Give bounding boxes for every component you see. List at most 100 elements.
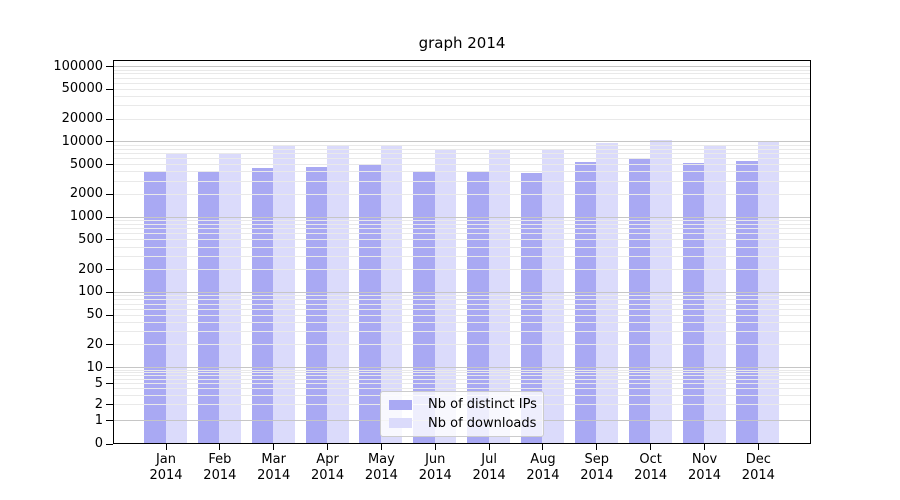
x-tick-label-line: 2014	[311, 468, 345, 483]
x-tick-label-line: 2014	[687, 468, 722, 483]
legend-label-distinct-ips: Nb of distinct IPs	[428, 397, 537, 413]
x-tick-label-line: 2014	[741, 468, 775, 483]
y-tick-mark	[106, 344, 113, 346]
legend-swatch-distinct-ips-icon	[389, 399, 412, 410]
chart-title: graph 2014	[418, 34, 506, 52]
y-tick-label: 200	[78, 261, 103, 277]
y-tick-mark	[106, 383, 113, 385]
bar-distinct-ips-oct-2014	[628, 158, 651, 444]
x-tick-label: May 2014	[349, 452, 413, 484]
y-tick-mark	[106, 239, 113, 241]
y-tick-label: 0	[94, 436, 103, 451]
x-tick-label: Feb 2014	[188, 452, 252, 484]
legend-item-downloads: Nb of downloads	[389, 415, 537, 431]
x-tick-label-line: 2014	[203, 468, 237, 483]
x-tick-label-line: Feb	[208, 452, 232, 467]
y-tick-label: 10000	[61, 133, 103, 149]
x-tick-label: Aug 2014	[511, 452, 575, 484]
x-tick-mark	[542, 444, 544, 450]
y-tick-mark	[106, 164, 113, 165]
y-tick-label: 100	[78, 284, 103, 300]
bar-distinct-ips-dec-2014	[736, 160, 758, 444]
x-tick-label: Oct 2014	[619, 452, 683, 484]
x-tick-label-line: Dec	[745, 452, 771, 467]
y-tick-label: 100000	[53, 58, 103, 74]
x-tick-mark	[219, 444, 221, 450]
y-tick-label: 20000	[61, 111, 103, 127]
x-tick-label: Dec 2014	[726, 452, 790, 484]
x-tick-label-line: Apr	[316, 452, 339, 467]
y-tick-mark	[106, 367, 113, 369]
bar-distinct-ips-jan-2014	[144, 170, 166, 444]
bar-downloads-dec-2014	[757, 141, 780, 444]
legend-label-downloads: Nb of downloads	[428, 415, 537, 431]
x-tick-mark	[650, 444, 652, 450]
x-tick-mark	[704, 444, 705, 450]
y-tick-mark	[106, 291, 113, 293]
y-tick-label: 50000	[61, 81, 103, 97]
x-tick-label-line: 2014	[149, 468, 183, 483]
bar-downloads-jan-2014	[165, 153, 187, 444]
y-tick-mark	[106, 443, 113, 445]
x-tick-mark	[757, 444, 759, 450]
y-tick-mark	[106, 420, 113, 422]
y-tick-label: 50	[86, 307, 103, 322]
x-tick-label-line: 2014	[526, 468, 560, 483]
y-tick-mark	[106, 118, 113, 120]
x-tick-label-line: 2014	[634, 468, 668, 483]
bar-distinct-ips-mar-2014	[251, 167, 274, 444]
y-tick-label: 20	[86, 336, 103, 352]
y-tick-mark	[106, 269, 113, 271]
bars-layer	[113, 60, 811, 444]
x-tick-mark	[165, 444, 167, 450]
y-tick-label: 2	[94, 396, 103, 412]
legend-item-distinct-ips: Nb of distinct IPs	[389, 397, 537, 413]
y-tick-mark	[106, 314, 113, 316]
y-tick-label: 1000	[69, 209, 103, 225]
y-tick-label: 500	[78, 231, 103, 247]
x-tick-label-line: Aug	[530, 452, 556, 467]
bar-downloads-may-2014	[380, 144, 403, 444]
x-tick-label-line: Mar	[261, 452, 286, 467]
bar-distinct-ips-may-2014	[359, 165, 381, 444]
x-tick-mark	[488, 444, 490, 450]
y-tick-mark	[106, 404, 113, 406]
x-tick-label: Jun 2014	[403, 452, 467, 484]
x-tick-mark	[434, 444, 436, 450]
bar-distinct-ips-feb-2014	[197, 171, 220, 444]
bar-downloads-nov-2014	[704, 144, 726, 444]
x-tick-label: Sep 2014	[565, 452, 629, 484]
x-tick-label-line: Nov	[691, 452, 718, 467]
x-tick-label-line: 2014	[364, 468, 398, 483]
y-tick-label: 1	[94, 412, 103, 428]
x-tick-label: Nov 2014	[673, 452, 737, 484]
y-tick-mark	[106, 193, 113, 195]
x-tick-label: Jul 2014	[457, 452, 521, 484]
x-tick-mark	[596, 444, 598, 450]
y-tick-mark	[106, 88, 113, 90]
x-tick-label-line: 2014	[472, 468, 506, 483]
y-tick-label: 10	[86, 359, 103, 375]
x-tick-label-line: 2014	[257, 468, 291, 483]
bar-distinct-ips-apr-2014	[305, 166, 328, 444]
y-tick-mark	[106, 141, 113, 143]
x-tick-mark	[380, 444, 382, 450]
x-tick-label: Apr 2014	[296, 452, 360, 484]
x-tick-label-line: Oct	[639, 452, 662, 467]
legend: Nb of distinct IPs Nb of downloads	[380, 391, 544, 437]
x-tick-label-line: 2014	[580, 468, 614, 483]
y-tick-label: 5000	[69, 156, 103, 172]
bar-downloads-oct-2014	[650, 139, 672, 444]
x-tick-label: Jan 2014	[134, 452, 198, 484]
y-tick-mark	[106, 66, 113, 68]
x-tick-label-line: Jul	[481, 452, 497, 467]
x-tick-mark	[273, 444, 275, 450]
bar-downloads-mar-2014	[273, 146, 295, 444]
bar-distinct-ips-sep-2014	[574, 161, 597, 444]
bar-downloads-apr-2014	[327, 145, 349, 444]
x-tick-label-line: May	[367, 452, 395, 467]
x-tick-label-line: 2014	[418, 468, 452, 483]
bar-downloads-sep-2014	[596, 142, 618, 444]
bar-downloads-aug-2014	[542, 150, 564, 444]
